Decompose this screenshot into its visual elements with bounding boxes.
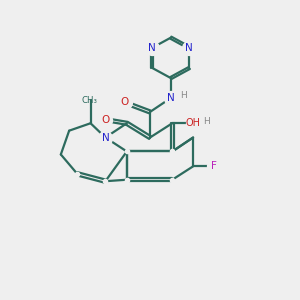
Text: H: H bbox=[180, 91, 187, 100]
Text: N: N bbox=[101, 133, 109, 142]
Text: CH₃: CH₃ bbox=[81, 96, 97, 105]
Text: OH: OH bbox=[186, 118, 201, 128]
Text: N: N bbox=[167, 93, 175, 103]
Text: N: N bbox=[148, 43, 156, 53]
Text: H: H bbox=[203, 117, 210, 126]
Text: O: O bbox=[101, 115, 110, 125]
Text: F: F bbox=[211, 161, 217, 171]
Text: O: O bbox=[121, 98, 129, 107]
Text: N: N bbox=[185, 43, 193, 53]
